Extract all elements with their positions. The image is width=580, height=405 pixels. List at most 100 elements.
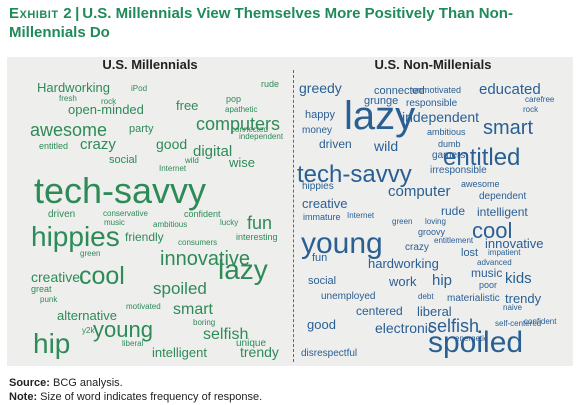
non-millennial-word-14: driven (319, 137, 352, 151)
title-separator: | (75, 5, 80, 22)
millennial-word-45: boring (193, 318, 216, 327)
millennial-word-18: social (109, 154, 138, 166)
non-millennial-word-43: music (471, 266, 503, 280)
non-millennial-word-2: unmotivated (412, 85, 462, 95)
non-millennial-word-27: rude (441, 204, 466, 218)
non-millennial-word-28: intelligent (477, 205, 528, 219)
non-millennial-word-21: hippies (302, 181, 334, 192)
non-millennial-word-25: creative (302, 196, 348, 211)
non-millennial-word-50: debt (418, 292, 434, 301)
non-millennials-heading: U.S. Non-Millenials (374, 57, 492, 72)
millennial-word-15: crazy (80, 136, 116, 153)
millennial-word-50: liberal (122, 339, 144, 348)
millennial-word-3: fresh (59, 94, 77, 103)
non-millennial-word-32: cool (472, 218, 513, 243)
millennial-word-25: confident (184, 209, 221, 219)
millennial-word-9: awesome (30, 120, 108, 140)
non-millennial-word-13: ambitious (427, 127, 466, 137)
non-millennial-word-4: grunge (364, 95, 399, 107)
non-millennial-word-52: trendy (505, 291, 542, 306)
non-millennial-word-57: electronic (375, 320, 435, 336)
non-millennial-word-35: crazy (405, 242, 429, 253)
non-millennial-word-48: poor (479, 280, 498, 290)
millennial-word-16: good (156, 136, 188, 152)
millennial-word-5: pop (226, 94, 242, 104)
non-millennial-word-62: spoiled (428, 326, 524, 359)
millennial-word-40: spoiled (153, 279, 207, 298)
non-millennial-word-37: innovative (485, 236, 544, 251)
millennial-word-10: party (129, 123, 154, 135)
non-millennial-word-7: rock (523, 105, 539, 114)
non-millennial-word-39: impatient (488, 248, 521, 257)
millennial-word-6: open-minded (68, 102, 144, 117)
millennial-word-4: rock (101, 97, 117, 106)
millennial-word-2: rude (261, 79, 280, 89)
millennial-word-43: smart (173, 301, 213, 318)
non-millennial-word-51: materialistic (447, 293, 500, 304)
non-millennial-word-45: social (308, 275, 337, 287)
note-text: Size of word indicates frequency of resp… (40, 391, 263, 403)
non-millennial-word-58: selfish (428, 316, 480, 336)
non-millennial-word-31: loving (425, 217, 446, 226)
millennials-panel (7, 57, 293, 366)
non-millennial-word-42: advanced (477, 258, 512, 267)
non-millennial-word-5: responsible (406, 98, 458, 109)
millennial-word-48: selfish (203, 326, 249, 343)
non-millennial-word-10: independent (402, 109, 480, 125)
millennial-word-21: Internet (159, 164, 187, 173)
non-millennial-word-41: hardworking (368, 256, 439, 271)
millennial-word-8: apathetic (225, 105, 258, 114)
non-millennial-word-23: computer (388, 183, 451, 200)
non-millennial-word-0: greedy (299, 80, 342, 96)
non-millennial-word-59: confident (524, 317, 557, 326)
non-millennial-word-56: good (307, 317, 336, 332)
non-millennial-word-16: wild (374, 138, 399, 154)
millennial-word-41: punk (40, 295, 58, 304)
millennial-word-51: unique (236, 338, 267, 349)
non-millennial-word-38: lost (461, 247, 479, 259)
non-millennial-word-24: dependent (479, 191, 527, 202)
footer-source: Source: BCG analysis. (9, 377, 123, 389)
non-millennial-word-36: entitlement (434, 236, 474, 245)
millennial-word-27: lucky (220, 218, 239, 227)
non-millennial-word-11: smart (483, 117, 533, 139)
millennial-word-37: creative (31, 269, 81, 285)
non-millennial-word-54: liberal (417, 304, 452, 319)
millennial-word-13: independent (239, 132, 284, 141)
millennial-word-38: lazy (218, 254, 268, 285)
non-millennials-panel (293, 57, 573, 366)
footer-note: Note: Size of word indicates frequency o… (9, 391, 262, 403)
millennial-word-36: cool (79, 262, 125, 290)
millennial-word-22: tech-savvy (34, 170, 207, 211)
non-millennial-word-9: lazy (344, 94, 416, 138)
millennial-word-49: hip (33, 328, 71, 359)
non-millennial-word-49: unemployed (321, 291, 376, 302)
millennial-word-46: y2k (82, 326, 95, 335)
millennial-word-39: great (31, 284, 52, 294)
non-millennial-word-30: green (392, 217, 413, 226)
millennial-word-26: music (104, 218, 125, 227)
non-millennial-word-53: centered (356, 304, 403, 318)
non-millennial-word-63: disrespectful (301, 348, 358, 359)
non-millennial-word-22: awesome (461, 179, 500, 189)
non-millennial-word-15: dumb (438, 139, 461, 149)
non-millennial-word-3: educated (479, 81, 541, 98)
non-millennial-word-33: groovy (418, 227, 446, 237)
millennial-word-29: fun (247, 213, 273, 233)
exhibit-label: Exhibit 2 (9, 5, 73, 22)
note-label: Note: (9, 391, 38, 403)
millennial-word-23: driven (48, 209, 76, 220)
millennial-word-11: computers (196, 114, 281, 134)
millennial-word-31: friendly (125, 230, 164, 244)
millennial-word-33: green (80, 249, 101, 258)
panel-divider (293, 70, 294, 362)
non-millennial-word-12: money (302, 125, 333, 136)
millennials-heading: U.S. Millennials (102, 57, 198, 72)
millennial-word-53: trendy (240, 344, 279, 360)
non-millennial-word-34: young (301, 227, 383, 260)
millennial-word-24: conservative (103, 209, 148, 218)
millennial-word-28: ambitious (153, 220, 188, 229)
millennial-word-14: entitled (39, 141, 69, 151)
millennial-word-1: iPod (131, 84, 148, 93)
millennial-word-12: connected (231, 125, 268, 134)
